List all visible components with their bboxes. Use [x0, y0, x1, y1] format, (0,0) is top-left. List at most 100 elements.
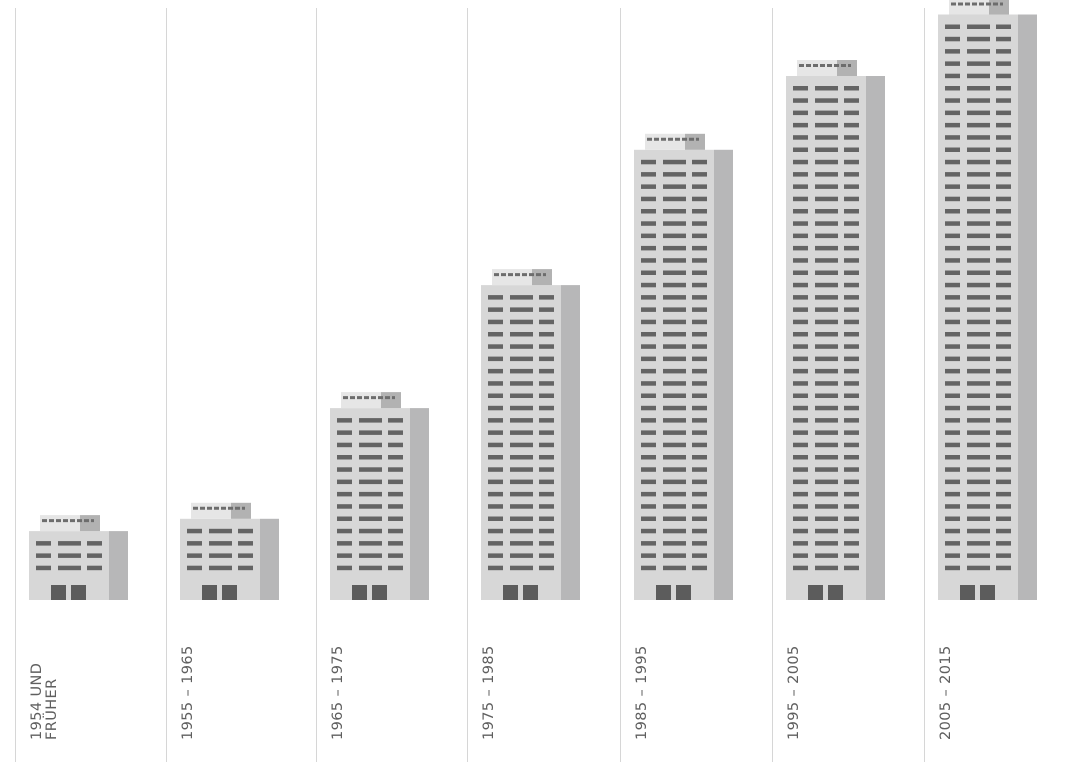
window — [663, 528, 686, 534]
window — [967, 245, 990, 251]
window — [388, 541, 403, 546]
window — [815, 405, 838, 411]
window — [692, 565, 707, 571]
window — [510, 332, 533, 337]
window — [488, 455, 503, 460]
window — [996, 122, 1011, 128]
window — [388, 528, 403, 534]
window — [692, 184, 707, 189]
window — [539, 393, 554, 398]
window — [844, 541, 859, 546]
window — [967, 295, 990, 300]
window — [945, 541, 960, 546]
window — [539, 368, 554, 374]
window — [641, 159, 656, 165]
window — [844, 467, 859, 472]
window — [692, 491, 707, 497]
window — [488, 344, 503, 349]
window — [945, 418, 960, 423]
window — [945, 504, 960, 509]
window — [663, 368, 686, 374]
window — [539, 418, 554, 423]
window — [663, 442, 686, 448]
window — [36, 541, 51, 546]
window — [641, 467, 656, 472]
window — [641, 393, 656, 398]
window — [359, 430, 382, 435]
window — [793, 196, 808, 202]
window — [539, 541, 554, 546]
window — [793, 110, 808, 116]
window — [388, 455, 403, 460]
window — [844, 553, 859, 558]
window — [539, 553, 554, 558]
period-label-4: 1975 – 1985 — [481, 645, 497, 740]
window — [793, 295, 808, 300]
window — [539, 442, 554, 448]
window — [996, 479, 1011, 485]
window — [996, 49, 1011, 54]
window — [967, 209, 990, 214]
window — [692, 356, 707, 362]
window — [996, 295, 1011, 300]
window — [641, 196, 656, 202]
window — [844, 184, 859, 189]
window — [359, 541, 382, 546]
period-label-2: 1955 – 1965 — [180, 645, 196, 740]
window — [539, 528, 554, 534]
building-bar-1 — [29, 515, 128, 600]
building-bars — [29, 0, 1037, 601]
roof-structure — [492, 269, 532, 286]
window — [692, 418, 707, 423]
window — [87, 565, 102, 571]
window — [844, 110, 859, 116]
window — [967, 98, 990, 103]
window — [815, 245, 838, 251]
window — [815, 147, 838, 152]
window — [996, 258, 1011, 263]
roof-structure — [797, 60, 837, 76]
window — [996, 209, 1011, 214]
window — [641, 368, 656, 374]
window — [539, 491, 554, 497]
building-bar-6 — [786, 60, 885, 600]
building-bar-7 — [938, 0, 1037, 600]
window — [238, 528, 253, 534]
window — [967, 221, 990, 226]
window — [337, 504, 352, 509]
window — [663, 295, 686, 300]
window — [945, 122, 960, 128]
door — [828, 585, 843, 600]
window — [996, 159, 1011, 165]
window — [967, 553, 990, 558]
window — [815, 295, 838, 300]
window — [815, 110, 838, 116]
building-facade — [330, 408, 410, 600]
window — [996, 86, 1011, 91]
window — [539, 344, 554, 349]
window — [793, 319, 808, 325]
window — [967, 504, 990, 509]
window — [844, 405, 859, 411]
door — [980, 585, 995, 600]
window — [641, 479, 656, 485]
window — [996, 356, 1011, 362]
window — [967, 61, 990, 66]
window — [510, 418, 533, 423]
window — [996, 307, 1011, 312]
window — [641, 405, 656, 411]
window — [359, 565, 382, 571]
window — [967, 196, 990, 202]
window — [641, 356, 656, 362]
window — [510, 442, 533, 448]
window — [945, 528, 960, 534]
window — [793, 541, 808, 546]
window — [967, 381, 990, 386]
window — [663, 258, 686, 263]
window — [844, 282, 859, 288]
window — [996, 504, 1011, 509]
window — [815, 332, 838, 337]
window — [187, 565, 202, 571]
window — [815, 172, 838, 177]
window — [967, 565, 990, 571]
